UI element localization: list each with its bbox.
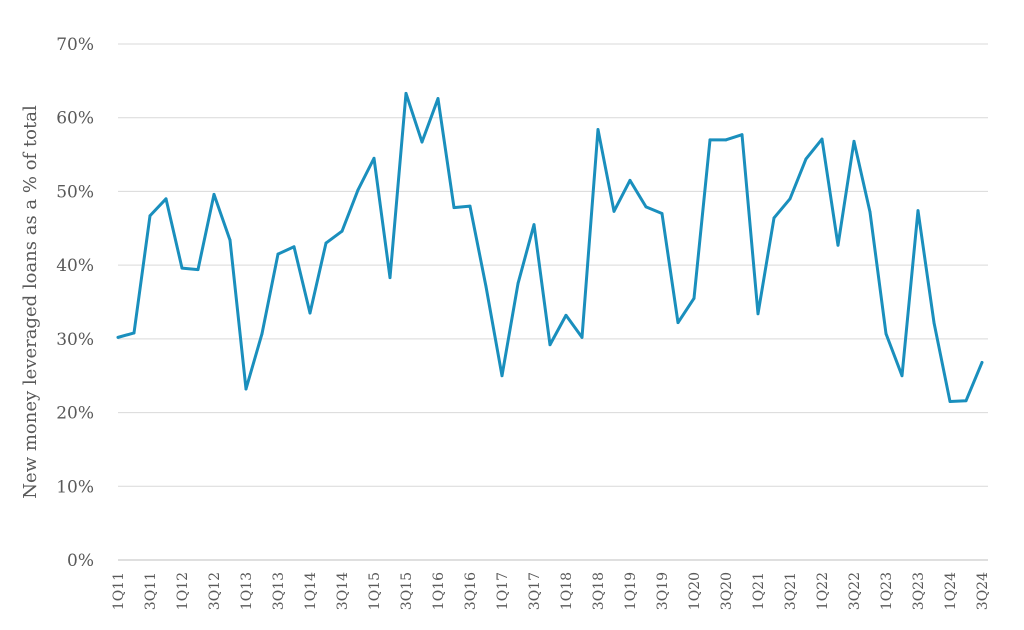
x-tick-label: 3Q15	[399, 572, 415, 610]
data-point	[340, 229, 344, 233]
data-point	[436, 97, 440, 100]
data-point	[820, 137, 824, 141]
x-tick-label: 3Q24	[975, 572, 991, 610]
x-tick-label: 3Q22	[847, 572, 863, 610]
data-point	[580, 335, 584, 339]
data-point	[804, 157, 808, 161]
x-tick-label: 1Q22	[815, 572, 831, 610]
data-point	[132, 331, 136, 335]
x-tick-label: 3Q11	[143, 572, 159, 610]
y-axis-ticks: 0% 10% 20% 30% 40% 50% 60% 70%	[56, 35, 94, 571]
data-point	[548, 343, 552, 347]
data-point	[964, 399, 968, 403]
data-point	[484, 285, 488, 288]
x-tick-label: 3Q20	[719, 572, 735, 610]
data-point	[660, 212, 664, 215]
data-point	[788, 197, 792, 201]
data-point	[692, 296, 696, 300]
data-point	[452, 206, 456, 210]
x-tick-label: 3Q14	[335, 572, 351, 610]
x-tick-label: 1Q13	[239, 572, 255, 610]
x-tick-label: 1Q14	[303, 572, 319, 610]
x-tick-label: 3Q19	[655, 572, 671, 610]
x-tick-label: 3Q17	[527, 572, 543, 610]
data-point	[308, 311, 312, 315]
data-point	[468, 204, 472, 208]
data-point	[388, 276, 392, 280]
data-point	[372, 156, 376, 160]
y-axis-title: New money leveraged loans as a % of tota…	[20, 105, 41, 499]
x-axis-ticks: 1Q11 3Q11 1Q12 3Q12 1Q13 3Q13 1Q14 3Q14 1Q15 3Q15…	[111, 572, 991, 610]
data-point	[916, 209, 920, 212]
data-point	[676, 321, 680, 325]
data-point	[500, 374, 504, 378]
y-tick-label: 20%	[56, 404, 94, 424]
data-point	[612, 209, 616, 213]
data-point	[644, 205, 648, 209]
y-tick-label: 50%	[56, 182, 94, 202]
data-point	[740, 133, 744, 137]
series-layer	[116, 91, 984, 404]
data-point	[756, 312, 760, 316]
x-tick-label: 1Q18	[559, 572, 575, 610]
data-point	[708, 138, 712, 142]
y-tick-label: 10%	[56, 477, 94, 497]
data-point	[404, 91, 408, 95]
data-point	[772, 216, 776, 220]
data-point	[900, 374, 904, 378]
x-tick-label: 1Q19	[623, 572, 639, 610]
data-point	[564, 313, 568, 317]
y-tick-label: 30%	[56, 330, 94, 350]
x-tick-label: 3Q18	[591, 572, 607, 610]
x-tick-label: 1Q20	[687, 572, 703, 610]
x-tick-label: 1Q16	[431, 572, 447, 610]
data-point	[244, 387, 248, 391]
data-point	[212, 192, 216, 196]
data-point	[868, 210, 872, 214]
y-tick-label: 60%	[56, 109, 94, 129]
data-point	[596, 128, 600, 131]
data-point	[932, 321, 936, 325]
data-point	[324, 241, 328, 245]
data-point	[292, 245, 296, 249]
data-point	[628, 178, 632, 182]
data-point	[196, 268, 200, 271]
x-tick-label: 3Q13	[271, 572, 287, 610]
x-tick-label: 3Q12	[207, 572, 223, 610]
data-point	[516, 282, 520, 285]
data-point	[180, 266, 184, 270]
y-tick-label: 40%	[56, 256, 94, 276]
data-point	[228, 238, 232, 242]
data-point	[980, 361, 984, 364]
data-point	[276, 252, 280, 256]
data-point	[948, 400, 952, 403]
x-tick-label: 1Q17	[495, 572, 511, 610]
x-tick-label: 3Q16	[463, 572, 479, 610]
x-tick-label: 3Q23	[911, 572, 927, 610]
y-tick-label: 70%	[56, 35, 94, 55]
y-tick-label: 0%	[67, 551, 94, 571]
x-tick-label: 1Q12	[175, 572, 191, 610]
data-point	[356, 188, 360, 192]
x-tick-label: 1Q21	[751, 572, 767, 610]
data-point	[148, 214, 152, 218]
data-point	[532, 223, 536, 227]
series-line-0	[116, 91, 984, 404]
x-tick-label: 3Q21	[783, 572, 799, 610]
data-point	[884, 332, 888, 336]
data-point	[164, 197, 168, 201]
data-point	[116, 335, 120, 339]
gridlines	[118, 43, 988, 561]
data-point	[724, 138, 728, 142]
data-point	[836, 243, 840, 247]
data-point	[260, 332, 264, 336]
x-tick-label: 1Q23	[879, 572, 895, 610]
data-point	[852, 139, 856, 143]
x-tick-label: 1Q24	[943, 572, 959, 610]
data-point	[420, 140, 424, 144]
x-tick-label: 1Q11	[111, 572, 127, 610]
x-tick-label: 1Q15	[367, 572, 383, 610]
